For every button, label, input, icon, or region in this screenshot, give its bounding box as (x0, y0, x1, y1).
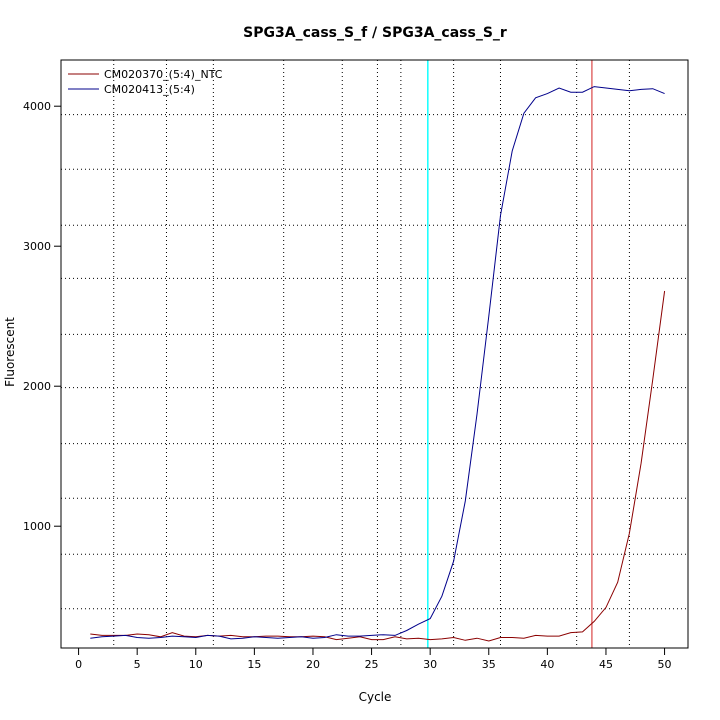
y-tick-label: 1000 (23, 520, 51, 533)
threshold-lines (427, 60, 593, 648)
x-tick-label: 0 (75, 658, 82, 671)
y-axis: 1000 2000 3000 4000 (23, 100, 62, 533)
x-axis: 0 5 10 15 20 25 30 35 40 45 50 (75, 647, 672, 671)
x-axis-label: Cycle (359, 690, 392, 704)
x-tick-label: 35 (482, 658, 496, 671)
grid-lines (61, 60, 688, 648)
x-tick-label: 10 (189, 658, 203, 671)
x-tick-label: 15 (247, 658, 261, 671)
legend-label: CM020413_(5:4) (104, 83, 195, 96)
plot-frame (60, 59, 689, 649)
legend-label: CM020370_(5:4)_NTC (104, 68, 223, 81)
series-lines (90, 86, 666, 642)
series-line (90, 290, 666, 642)
y-tick-label: 2000 (23, 380, 51, 393)
x-tick-label: 45 (599, 658, 613, 671)
legend: CM020370_(5:4)_NTC CM020413_(5:4) (68, 68, 223, 96)
series-line (90, 86, 665, 640)
x-tick-label: 5 (134, 658, 141, 671)
y-tick-label: 3000 (23, 240, 51, 253)
chart-title: SPG3A_cass_S_f / SPG3A_cass_S_r (243, 25, 507, 41)
y-axis-label: Fluorescent (3, 317, 17, 387)
x-tick-label: 40 (540, 658, 554, 671)
x-tick-label: 25 (365, 658, 379, 671)
x-tick-label: 50 (658, 658, 672, 671)
y-tick-label: 4000 (23, 100, 51, 113)
x-tick-label: 20 (306, 658, 320, 671)
x-tick-label: 30 (423, 658, 437, 671)
